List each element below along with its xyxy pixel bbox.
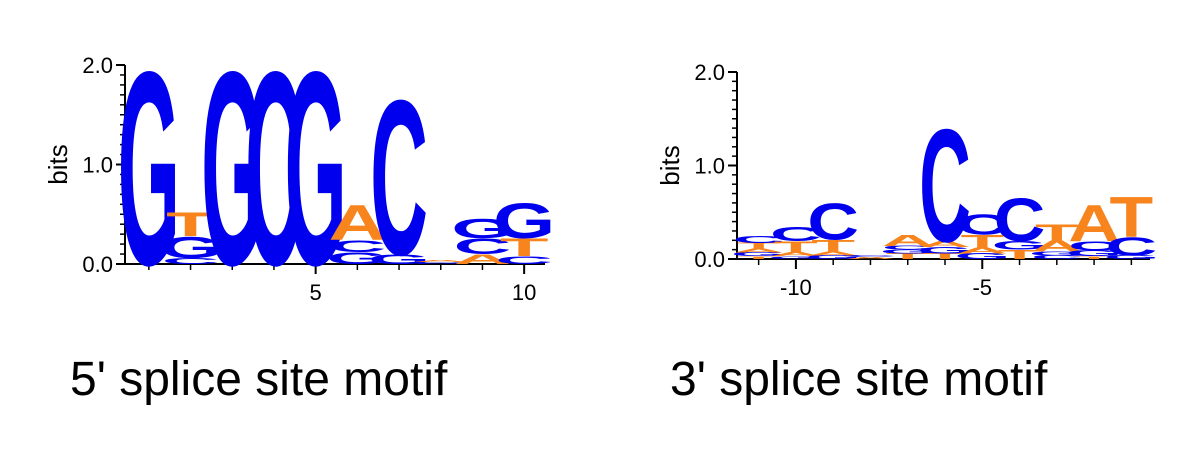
- logo-letter-a: A: [733, 248, 785, 254]
- logo-letter-t: T: [1110, 184, 1154, 248]
- logo-letter-t: T: [774, 238, 818, 255]
- logo-letter-a: A: [956, 246, 1008, 255]
- x-tick-label: -5: [972, 275, 992, 300]
- logo-letter-a: A: [1068, 195, 1120, 253]
- logo-letter-a: A: [412, 260, 470, 263]
- logo-letter-a: A: [845, 257, 897, 260]
- logo-letter-t: T: [886, 252, 930, 261]
- logo-letter-c: C: [733, 234, 785, 246]
- logo-letter-c: C: [919, 96, 971, 276]
- y-tick-label: 1.0: [694, 154, 725, 179]
- logo-letter-t: T: [1072, 255, 1116, 259]
- logo-letter-t: T: [1035, 220, 1079, 246]
- logo-letter-c: C: [994, 187, 1046, 255]
- logo-letter-t: T: [960, 232, 1004, 252]
- logo-letter-g: G: [1066, 249, 1122, 258]
- logo-letter-t: T: [923, 252, 967, 261]
- logo-letter-g: G: [410, 262, 472, 265]
- y-axis-label: bits: [43, 144, 73, 184]
- logo-letter-c: C: [245, 15, 303, 323]
- logo-letter-g: G: [493, 194, 555, 249]
- logo-letter-g: G: [731, 251, 787, 257]
- logo-letter-g: G: [805, 254, 861, 260]
- logo-letter-t: T: [737, 255, 781, 259]
- logo-letter-t: T: [811, 236, 855, 255]
- logo-letter-t: T: [737, 242, 781, 251]
- logo-letter-g: G: [768, 255, 824, 259]
- logo-letter-c: C: [1031, 254, 1083, 260]
- logo-letter-a: A: [328, 196, 386, 251]
- y-tick-label: 2.0: [694, 60, 725, 85]
- logo-letter-g: G: [201, 15, 263, 323]
- logo-letter-c: C: [454, 234, 512, 259]
- logo-letter-t: T: [166, 205, 215, 244]
- logo-letter-g: G: [326, 249, 388, 267]
- logo-letter-g: G: [954, 252, 1010, 261]
- logo-letter-g: G: [451, 213, 513, 244]
- logo-letter-g: G: [880, 249, 936, 255]
- logo-letter-t: T: [998, 247, 1042, 261]
- logo-letter-c: C: [370, 55, 428, 302]
- x-tick-label: 10: [512, 280, 536, 305]
- logo-letter-a: A: [882, 232, 934, 249]
- logo-letter-g: G: [159, 230, 221, 264]
- logo-letter-g: G: [368, 252, 430, 267]
- logo-letter-c: C: [770, 223, 822, 246]
- logo-letter-a: A: [807, 251, 859, 257]
- logo-letter-g: G: [1029, 251, 1085, 257]
- logo-letter-t: T: [500, 233, 549, 261]
- logo-letter-a: A: [454, 252, 512, 267]
- logo-letter-c: C: [1106, 232, 1158, 261]
- logo-letter-g: G: [1104, 254, 1160, 260]
- y-tick-label: 0.0: [82, 252, 113, 277]
- x-tick-label: -10: [780, 275, 812, 300]
- x-tick-label: 5: [310, 280, 322, 305]
- logo-letter-a: A: [770, 251, 822, 257]
- logo-letter-a: A: [919, 240, 971, 249]
- y-axis-label: bits: [655, 145, 685, 185]
- y-tick-label: 2.0: [82, 53, 113, 78]
- logo-letter-a: A: [1031, 237, 1083, 254]
- logo-letter-c: C: [882, 245, 934, 251]
- logo-letter-c: C: [807, 193, 859, 251]
- logo-letter-g: G: [917, 245, 973, 255]
- logo-letter-c: C: [845, 255, 897, 258]
- logo-letter-c: C: [1068, 239, 1120, 253]
- y-tick-label: 0.0: [694, 247, 725, 272]
- logo-letter-g: G: [118, 15, 180, 323]
- caption-3-prime: 3' splice site motif: [670, 353, 1048, 406]
- y-tick-label: 1.0: [82, 153, 113, 178]
- logo-letter-g: G: [285, 15, 347, 323]
- caption-5-prime: 5' splice site motif: [70, 353, 448, 406]
- logo-letter-g: G: [992, 239, 1048, 252]
- logo-letter-c: C: [495, 254, 553, 266]
- logo-letter-c: C: [956, 209, 1008, 241]
- logo-letter-c: C: [162, 257, 220, 266]
- logo-letter-c: C: [328, 237, 386, 255]
